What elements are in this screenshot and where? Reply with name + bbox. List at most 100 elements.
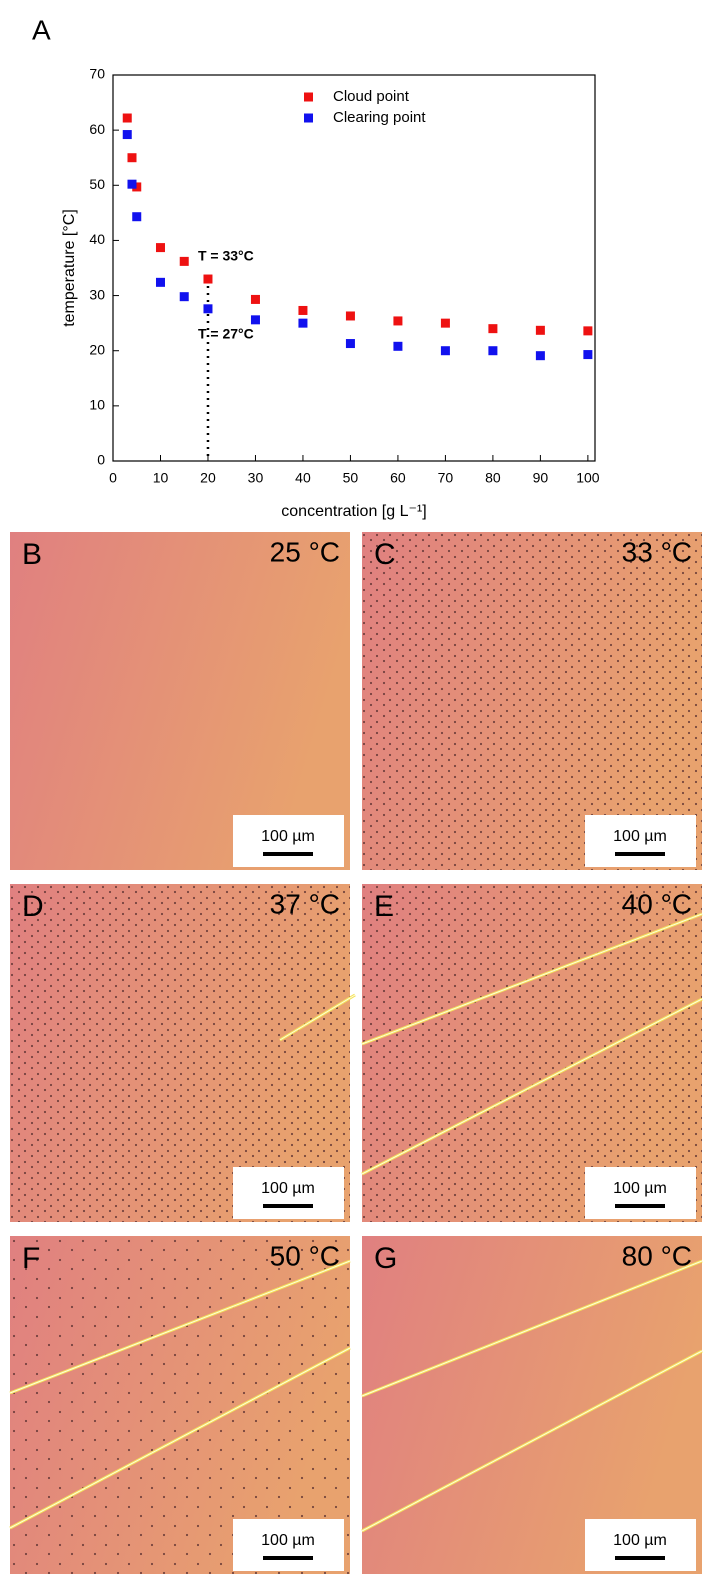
x-axis-label: concentration [g L⁻¹] xyxy=(281,503,426,520)
scale-bar-label: 100 µm xyxy=(613,1180,667,1197)
droplets xyxy=(362,532,702,870)
scale-bar xyxy=(615,852,665,856)
data-point xyxy=(583,350,593,360)
x-tick-label: 50 xyxy=(343,470,359,486)
x-tick-label: 40 xyxy=(295,470,311,486)
scale-bar xyxy=(263,1556,313,1560)
legend-marker xyxy=(304,113,313,123)
panel-label: E xyxy=(374,890,394,923)
x-tick-label: 30 xyxy=(248,470,264,486)
y-tick-label: 60 xyxy=(89,121,105,137)
y-tick-label: 30 xyxy=(89,286,105,302)
droplets xyxy=(10,884,350,1222)
y-tick-label: 50 xyxy=(89,176,105,192)
data-point xyxy=(127,179,137,189)
scale-bar xyxy=(615,1204,665,1208)
scale-bar-box xyxy=(233,1519,344,1571)
data-point xyxy=(122,113,132,123)
plot-frame xyxy=(112,74,596,462)
x-tick-label: 80 xyxy=(485,470,501,486)
data-point xyxy=(345,311,355,321)
micrograph-panel: D 37 °C 100 µm xyxy=(10,884,356,1222)
micrograph xyxy=(362,1236,702,1574)
x-tick-label: 70 xyxy=(438,470,454,486)
temperature-label: 50 °C xyxy=(270,1240,340,1271)
annotation: T = 33°C xyxy=(198,248,254,264)
droplets xyxy=(10,1236,350,1574)
x-tick-label: 10 xyxy=(153,470,169,486)
data-point xyxy=(250,315,260,325)
panel-label: D xyxy=(22,890,44,923)
fiber-core xyxy=(361,998,703,1175)
x-tick-label: 90 xyxy=(533,470,549,486)
scale-bar-box xyxy=(585,1167,696,1219)
panel-label: B xyxy=(22,538,42,571)
fiber-core xyxy=(361,913,703,1045)
panel-label: G xyxy=(374,1242,397,1275)
scale-bar-box xyxy=(233,1167,344,1219)
x-tick-label: 20 xyxy=(200,470,216,486)
scale-bar-label: 100 µm xyxy=(261,1180,315,1197)
data-point xyxy=(122,130,132,140)
data-point xyxy=(132,212,142,222)
annotation: T = 27°C xyxy=(198,326,254,342)
micrograph-panel: E 40 °C 100 µm xyxy=(361,884,703,1222)
scale-bar-label: 100 µm xyxy=(613,828,667,845)
x-tick-label: 60 xyxy=(390,470,406,486)
data-point xyxy=(179,256,189,266)
temperature-label: 37 °C xyxy=(270,888,340,919)
data-point xyxy=(488,346,498,356)
y-tick-label: 70 xyxy=(89,66,105,82)
fiber-core xyxy=(279,994,356,1041)
data-point xyxy=(203,304,213,314)
y-axis-label: temperature [°C] xyxy=(61,209,78,327)
data-point xyxy=(155,277,165,287)
data-point xyxy=(393,341,403,351)
legend-marker xyxy=(304,92,313,102)
scale-bar-label: 100 µm xyxy=(261,1532,315,1549)
data-point xyxy=(440,346,450,356)
fiber-core xyxy=(9,1260,351,1394)
scale-bar xyxy=(615,1556,665,1560)
data-point xyxy=(440,318,450,328)
fiber-core xyxy=(9,1347,351,1529)
data-point xyxy=(132,182,142,192)
data-point xyxy=(155,243,165,253)
temperature-label: 33 °C xyxy=(622,536,692,567)
temperature-label: 25 °C xyxy=(270,536,340,567)
data-point xyxy=(298,305,308,315)
data-point xyxy=(488,324,498,334)
data-point xyxy=(127,153,137,163)
data-point xyxy=(250,294,260,304)
micrograph-panel: F 50 °C 100 µm xyxy=(9,1236,351,1574)
fiber-core xyxy=(361,1350,703,1532)
droplets xyxy=(362,884,702,1222)
panel-label: C xyxy=(374,538,396,571)
legend-label: Clearing point xyxy=(333,109,426,126)
data-point xyxy=(298,318,308,328)
scale-bar-label: 100 µm xyxy=(613,1532,667,1549)
panel-label: A xyxy=(32,14,51,45)
micrograph-panel: G 80 °C 100 µm xyxy=(361,1236,703,1574)
micrograph xyxy=(10,532,350,870)
data-point xyxy=(535,325,545,335)
y-tick-label: 20 xyxy=(89,341,105,357)
scale-bar-box xyxy=(233,815,344,867)
scale-bar xyxy=(263,1204,313,1208)
micrograph-panel: B 25 °C 100 µm xyxy=(10,532,350,870)
data-point xyxy=(535,351,545,361)
y-tick-label: 10 xyxy=(89,397,105,413)
fiber-core xyxy=(361,1260,703,1397)
data-point xyxy=(203,274,213,284)
data-point xyxy=(345,339,355,349)
scale-bar-label: 100 µm xyxy=(261,828,315,845)
temperature-label: 40 °C xyxy=(622,888,692,919)
scale-bar-box xyxy=(585,1519,696,1571)
temperature-label: 80 °C xyxy=(622,1240,692,1271)
x-tick-label: 100 xyxy=(576,470,600,486)
data-point xyxy=(583,326,593,336)
x-tick-label: 0 xyxy=(109,470,117,486)
legend-label: Cloud point xyxy=(333,88,410,105)
